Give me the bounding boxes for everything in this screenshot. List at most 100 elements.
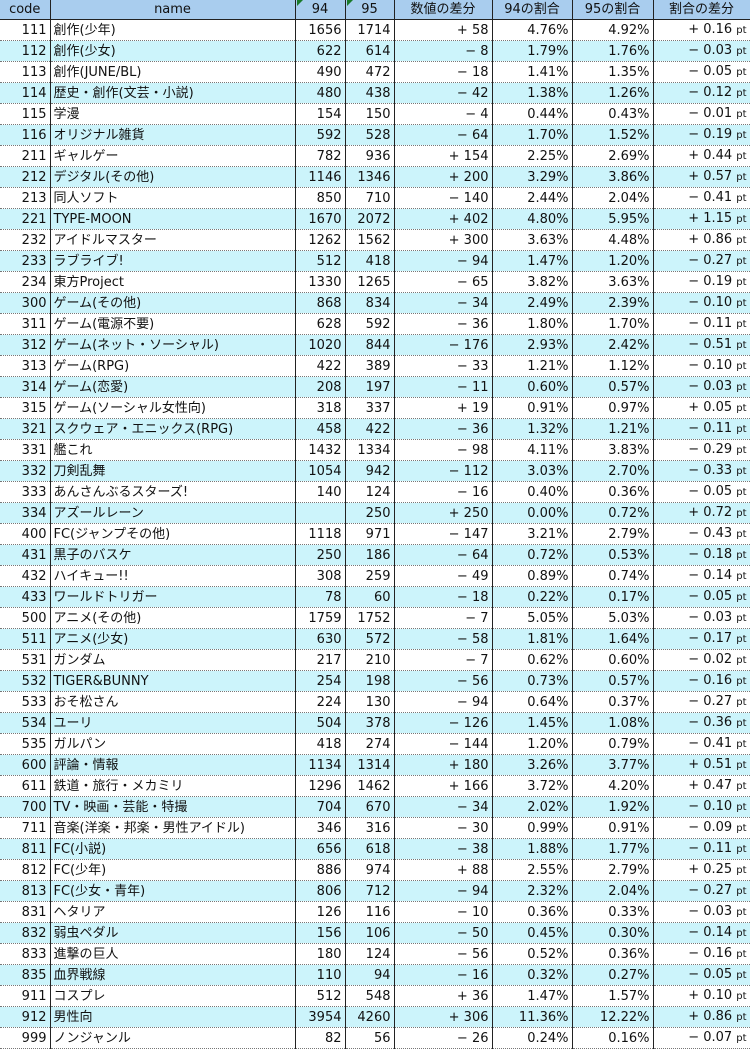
share-diff-cell[interactable]: − 0.01 pt [653, 103, 750, 126]
count-95-cell[interactable]: 1714 [345, 19, 395, 42]
diff-cell[interactable]: − 50 [394, 922, 493, 945]
share-95-cell[interactable]: 0.53% [572, 544, 654, 567]
share-94-cell[interactable]: 0.72% [492, 544, 573, 567]
diff-cell[interactable]: − 94 [394, 691, 493, 714]
count-94-cell[interactable]: 622 [295, 40, 346, 63]
count-95-cell[interactable]: 2072 [345, 208, 395, 231]
count-95-cell[interactable]: 1334 [345, 439, 395, 462]
count-94-cell[interactable]: 318 [295, 397, 346, 420]
header-diff[interactable]: 数値の差分 [394, 0, 493, 21]
share-94-cell[interactable]: 2.32% [492, 880, 573, 903]
name-cell[interactable]: 同人ソフト [50, 187, 296, 210]
code-cell[interactable]: 500 [0, 607, 51, 630]
diff-cell[interactable]: − 34 [394, 292, 493, 315]
diff-cell[interactable]: − 33 [394, 355, 493, 378]
name-cell[interactable]: ガルパン [50, 733, 296, 756]
share-94-cell[interactable]: 0.44% [492, 103, 573, 126]
share-95-cell[interactable]: 0.43% [572, 103, 654, 126]
count-95-cell[interactable]: 4260 [345, 1006, 395, 1029]
code-cell[interactable]: 213 [0, 187, 51, 210]
name-cell[interactable]: FC(少年) [50, 859, 296, 882]
code-cell[interactable]: 211 [0, 145, 51, 168]
share-diff-cell[interactable]: − 0.05 pt [653, 481, 750, 504]
name-cell[interactable]: ハイキュー!! [50, 565, 296, 588]
diff-cell[interactable]: − 126 [394, 712, 493, 735]
share-95-cell[interactable]: 1.52% [572, 124, 654, 147]
name-cell[interactable]: オリジナル雑貨 [50, 124, 296, 147]
code-cell[interactable]: 835 [0, 964, 51, 987]
name-cell[interactable]: 学漫 [50, 103, 296, 126]
diff-cell[interactable]: − 16 [394, 481, 493, 504]
count-94-cell[interactable]: 630 [295, 628, 346, 651]
share-diff-cell[interactable]: − 0.27 pt [653, 250, 750, 273]
count-94-cell[interactable]: 154 [295, 103, 346, 126]
count-95-cell[interactable]: 56 [345, 1027, 395, 1049]
share-95-cell[interactable]: 0.36% [572, 943, 654, 966]
share-diff-cell[interactable]: − 0.18 pt [653, 544, 750, 567]
share-94-cell[interactable]: 1.41% [492, 61, 573, 84]
count-94-cell[interactable]: 628 [295, 313, 346, 336]
count-94-cell[interactable]: 850 [295, 187, 346, 210]
share-diff-cell[interactable]: − 0.16 pt [653, 670, 750, 693]
name-cell[interactable]: 黒子のバスケ [50, 544, 296, 567]
share-diff-cell[interactable]: + 0.05 pt [653, 397, 750, 420]
count-94-cell[interactable]: 868 [295, 292, 346, 315]
share-94-cell[interactable]: 2.55% [492, 859, 573, 882]
diff-cell[interactable]: − 11 [394, 376, 493, 399]
count-94-cell[interactable]: 704 [295, 796, 346, 819]
code-cell[interactable]: 113 [0, 61, 51, 84]
share-94-cell[interactable]: 3.21% [492, 523, 573, 546]
share-94-cell[interactable]: 2.93% [492, 334, 573, 357]
name-cell[interactable]: ゲーム(その他) [50, 292, 296, 315]
share-94-cell[interactable]: 0.91% [492, 397, 573, 420]
share-95-cell[interactable]: 2.70% [572, 460, 654, 483]
header-94[interactable]: 94 [295, 0, 346, 21]
count-95-cell[interactable]: 844 [345, 334, 395, 357]
diff-cell[interactable]: + 306 [394, 1006, 493, 1029]
count-94-cell[interactable]: 1146 [295, 166, 346, 189]
share-95-cell[interactable]: 1.57% [572, 985, 654, 1008]
name-cell[interactable]: 創作(少女) [50, 40, 296, 63]
name-cell[interactable]: ゲーム(電源不要) [50, 313, 296, 336]
share-94-cell[interactable]: 0.60% [492, 376, 573, 399]
share-diff-cell[interactable]: − 0.02 pt [653, 649, 750, 672]
code-cell[interactable]: 314 [0, 376, 51, 399]
name-cell[interactable]: 刀剣乱舞 [50, 460, 296, 483]
share-94-cell[interactable]: 3.63% [492, 229, 573, 252]
share-diff-cell[interactable]: − 0.17 pt [653, 628, 750, 651]
count-94-cell[interactable]: 1262 [295, 229, 346, 252]
share-95-cell[interactable]: 0.17% [572, 586, 654, 609]
share-diff-cell[interactable]: + 0.72 pt [653, 502, 750, 525]
share-diff-cell[interactable]: − 0.12 pt [653, 82, 750, 105]
count-94-cell[interactable]: 254 [295, 670, 346, 693]
name-cell[interactable]: ゲーム(RPG) [50, 355, 296, 378]
share-diff-cell[interactable]: − 0.11 pt [653, 838, 750, 861]
name-cell[interactable]: 創作(少年) [50, 19, 296, 42]
share-diff-cell[interactable]: + 0.86 pt [653, 1006, 750, 1029]
diff-cell[interactable]: + 88 [394, 859, 493, 882]
count-95-cell[interactable]: 936 [345, 145, 395, 168]
share-95-cell[interactable]: 1.92% [572, 796, 654, 819]
share-95-cell[interactable]: 0.30% [572, 922, 654, 945]
count-95-cell[interactable]: 116 [345, 901, 395, 924]
code-cell[interactable]: 115 [0, 103, 51, 126]
name-cell[interactable]: おそ松さん [50, 691, 296, 714]
count-94-cell[interactable]: 1134 [295, 754, 346, 777]
share-diff-cell[interactable]: − 0.41 pt [653, 733, 750, 756]
diff-cell[interactable]: − 38 [394, 838, 493, 861]
diff-cell[interactable]: − 65 [394, 271, 493, 294]
name-cell[interactable]: 進撃の巨人 [50, 943, 296, 966]
count-94-cell[interactable]: 512 [295, 250, 346, 273]
share-94-cell[interactable]: 2.25% [492, 145, 573, 168]
name-cell[interactable]: 創作(JUNE/BL) [50, 61, 296, 84]
share-95-cell[interactable]: 2.04% [572, 880, 654, 903]
code-cell[interactable]: 312 [0, 334, 51, 357]
header-95-share[interactable]: 95の割合 [572, 0, 654, 21]
share-95-cell[interactable]: 5.95% [572, 208, 654, 231]
diff-cell[interactable]: − 140 [394, 187, 493, 210]
count-95-cell[interactable]: 548 [345, 985, 395, 1008]
header-95[interactable]: 95 [345, 0, 395, 21]
share-diff-cell[interactable]: + 1.15 pt [653, 208, 750, 231]
name-cell[interactable]: アニメ(その他) [50, 607, 296, 630]
share-94-cell[interactable]: 4.80% [492, 208, 573, 231]
